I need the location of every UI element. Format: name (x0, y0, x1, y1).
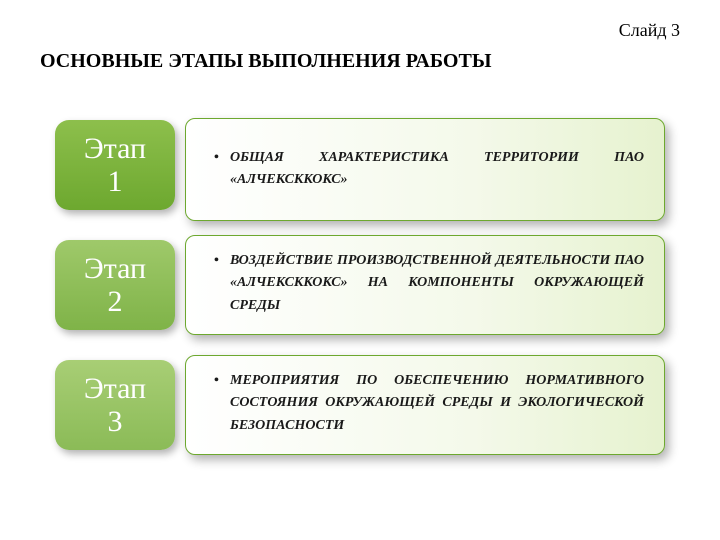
stage-label-line1: Этап (84, 372, 146, 405)
stage-badge-2: Этап 2 (55, 240, 175, 330)
stage-desc-box-3: МЕРОПРИЯТИЯ ПО ОБЕСПЕЧЕНИЮ НОРМАТИВНОГО … (185, 355, 665, 455)
stage-badge-3: Этап 3 (55, 360, 175, 450)
stage-desc-text: ВОЗДЕЙСТВИЕ ПРОИЗВОДСТВЕННОЙ ДЕЯТЕЛЬНОСТ… (214, 250, 644, 317)
slide-number: Слайд 3 (619, 20, 680, 41)
stage-label-line1: Этап (84, 252, 146, 285)
stage-desc-text: МЕРОПРИЯТИЯ ПО ОБЕСПЕЧЕНИЮ НОРМАТИВНОГО … (214, 370, 644, 437)
stage-desc-box-2: ВОЗДЕЙСТВИЕ ПРОИЗВОДСТВЕННОЙ ДЕЯТЕЛЬНОСТ… (185, 235, 665, 335)
stage-label-line2: 2 (108, 285, 123, 318)
stage-desc-box-1: ОБЩАЯ ХАРАКТЕРИСТИКА ТЕРРИТОРИИ ПАО «АЛЧ… (185, 118, 665, 221)
stage-label-line2: 3 (108, 405, 123, 438)
stage-label-line2: 1 (108, 165, 123, 198)
stage-badge-1: Этап 1 (55, 120, 175, 210)
stage-label-line1: Этап (84, 132, 146, 165)
stage-desc-text: ОБЩАЯ ХАРАКТЕРИСТИКА ТЕРРИТОРИИ ПАО «АЛЧ… (214, 147, 644, 192)
page-title: ОСНОВНЫЕ ЭТАПЫ ВЫПОЛНЕНИЯ РАБОТЫ (40, 50, 491, 73)
